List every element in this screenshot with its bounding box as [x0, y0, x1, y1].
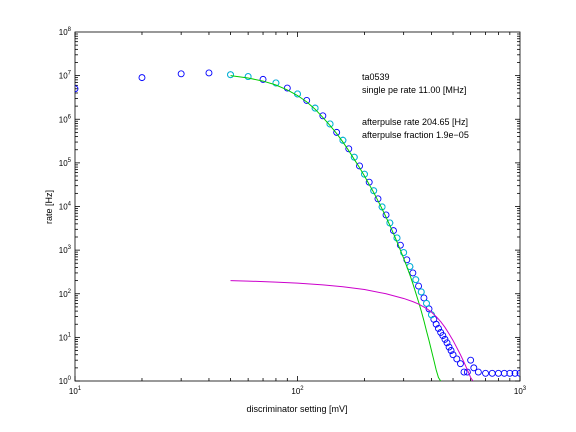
data-point	[415, 282, 423, 290]
data-point	[511, 369, 519, 377]
data-point	[449, 351, 457, 359]
data-point	[423, 299, 430, 307]
x-tick-label: 103	[514, 386, 527, 396]
annotation-pmt-id: ta0539	[362, 72, 390, 82]
y-axis-label: rate [Hz]	[44, 190, 54, 224]
data-point	[75, 85, 79, 93]
data-point	[417, 288, 425, 296]
y-tick-label: 105	[59, 158, 72, 168]
data-point	[356, 162, 363, 170]
data-point	[283, 84, 291, 92]
data-point	[400, 249, 408, 256]
data-point	[470, 364, 478, 372]
y-tick-label: 104	[59, 202, 72, 212]
data-point	[432, 320, 440, 328]
data-point	[345, 145, 353, 153]
y-tick-label: 106	[59, 114, 72, 124]
data-point	[339, 136, 347, 144]
x-tick-label: 102	[291, 386, 304, 396]
data-point	[205, 69, 213, 77]
annotation-single-pe-rate: single pe rate 11.00 [MHz]	[362, 85, 466, 95]
data-point	[500, 369, 508, 377]
y-tick-label: 103	[59, 245, 72, 255]
data-point	[326, 120, 334, 128]
data-point	[516, 369, 520, 377]
data-point	[396, 241, 404, 249]
y-tick-label: 107	[59, 71, 72, 81]
annotation-afterpulse-fraction: afterpulse fraction 1.9e−05	[362, 130, 469, 140]
data-point	[453, 355, 461, 363]
y-tick-label: 108	[59, 27, 72, 37]
data-point	[272, 79, 280, 87]
y-tick-label: 100	[59, 376, 72, 386]
data-point	[227, 71, 234, 79]
data-point	[506, 369, 514, 377]
data-point	[303, 96, 311, 104]
data-point	[370, 187, 378, 195]
x-tick-label: 101	[69, 386, 82, 396]
data-point	[447, 347, 455, 354]
data-point	[138, 74, 146, 82]
data-point	[467, 356, 475, 364]
data-point	[434, 325, 442, 332]
data-point	[441, 335, 449, 343]
data-point	[460, 368, 468, 376]
x-axis-label: discriminator setting [mV]	[246, 404, 347, 414]
data-point	[445, 343, 453, 351]
data-point	[425, 305, 433, 313]
data-series-layer	[75, 69, 520, 381]
data-point	[311, 104, 319, 112]
data-point	[412, 276, 420, 284]
annotation-block: ta0539 single pe rate 11.00 [MHz] afterp…	[362, 72, 469, 140]
data-point	[482, 369, 489, 377]
data-point	[439, 332, 447, 340]
fit-line-series-3	[230, 280, 474, 381]
data-point	[409, 269, 417, 277]
data-point	[177, 70, 185, 78]
data-point	[474, 368, 482, 376]
fit-line-series-2	[230, 75, 442, 381]
data-point	[443, 339, 451, 347]
data-point	[457, 360, 464, 368]
data-point	[319, 112, 327, 120]
data-point	[244, 73, 252, 81]
data-point	[420, 294, 428, 302]
data-point	[361, 170, 368, 178]
axis-ticks	[74, 32, 521, 382]
y-tick-label: 102	[59, 289, 72, 299]
data-point	[333, 128, 341, 136]
data-point	[259, 75, 267, 83]
annotation-afterpulse-rate: afterpulse rate 204.65 [Hz]	[362, 117, 468, 127]
y-tick-label: 101	[59, 332, 72, 342]
